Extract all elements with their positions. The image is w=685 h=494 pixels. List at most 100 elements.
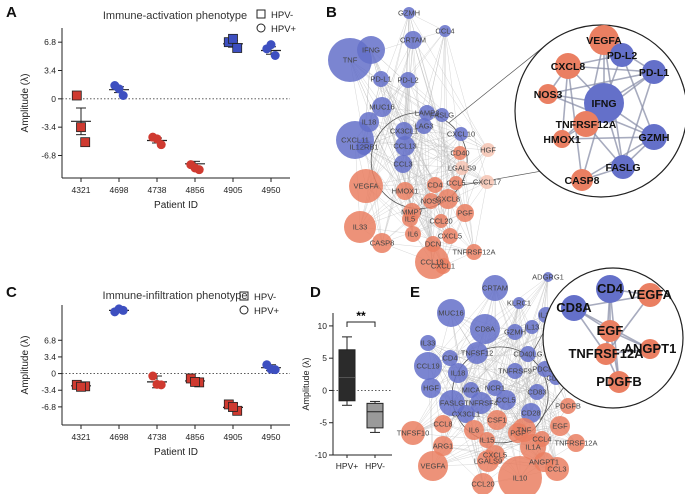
node-label: CXCL5 [483,451,507,460]
node-label: EGF [552,422,568,431]
network-edge [403,130,488,183]
network-edge [434,184,451,237]
zoom-node-label: TNFRSF12A [568,346,644,361]
x-tick-label: HPV+ [336,461,358,471]
panel-letter: A [6,4,17,21]
network-node [356,139,372,155]
network-node [434,214,448,228]
node-label: CXCL5 [438,232,462,241]
data-point [270,51,280,60]
node-label: CCL5 [446,179,465,188]
node-label: CXCL10 [447,130,475,139]
network-edge [402,163,463,169]
zoom-connector [539,386,565,421]
node-label: IL1A [525,443,540,452]
y-axis-label: Amplitude (λ) [301,357,311,410]
node-label: CD4 [427,181,442,190]
y-axis-label: Amplitude (λ) [20,74,31,133]
node-label: NCR1 [485,384,505,393]
network-node [466,244,482,260]
node-label: TNFSF12 [461,349,494,358]
network-node [454,127,468,141]
node-label: ANGPT1 [529,458,559,467]
node-label: IL18 [451,369,466,378]
node-label: CD28 [521,409,540,418]
network-node [520,434,546,460]
panel-e-network: EADGRG1CRTAMKLRC1MUC16CD8AGZMHIL13IL12CD… [397,267,684,494]
network-node [438,189,458,209]
network-edge [404,133,462,192]
node-label: IFNG [362,46,380,55]
network-node [420,335,436,351]
y-tick-label: 5 [322,353,327,363]
network-node [507,324,523,340]
zoom-node-label: FASLG [605,162,640,174]
chart-title: Immune-activation phenotype [103,10,247,22]
zoom-node-label: TNFRSF12A [556,119,617,131]
zoom-edge [622,71,655,168]
panel-letter: B [326,4,337,21]
data-point [114,84,124,94]
network-edge [412,39,489,151]
network-node [487,410,507,430]
node-label: NOS3 [421,197,441,206]
network-edge [412,326,533,434]
node-label: KLRC1 [507,299,531,308]
network-edge [427,342,557,379]
node-label: CD40LG [513,350,542,359]
node-label: CX3CL1 [452,410,480,419]
network-edge [412,233,475,253]
zoom-node [561,295,587,321]
network-edge [531,276,549,328]
network-node [328,38,372,82]
zoom-node-label: IFNG [591,98,616,110]
zoom-edge [567,65,655,73]
y-tick-label: 0 [51,369,56,379]
network-edge [403,130,462,135]
panel-d: D 10 5 0 -5 -10 Amplitude (λ) HPV+ HPV- ** [301,284,392,471]
network-node [455,161,469,175]
node-label: CCL4 [532,435,551,444]
panel-c: C Immune-infiltration phenotype 6.8 3.4 0 -3.… [6,284,290,458]
node-label: CX3CL1 [390,127,418,136]
data-point [76,381,86,392]
node-label: CXCL8 [436,195,460,204]
network-node [480,175,494,189]
y-tick-label: -3.4 [41,122,56,132]
zoom-node [589,25,619,55]
network-node [513,297,525,309]
network-node [435,258,451,274]
zoom-node-label: CD8A [556,300,592,315]
zoom-node-label: EGF [597,323,624,338]
zoom-node-label: ANGPT1 [624,341,677,356]
node-label: IL33 [353,223,368,232]
y-tick-label: 0 [322,385,327,395]
zoom-node-label: PD-L2 [607,50,637,62]
zoom-node [599,320,621,342]
panel-letter: C [6,284,17,301]
node-label: CCL8 [433,420,452,429]
y-tick-label: 6.8 [44,37,56,47]
network-node [464,420,484,440]
network-node [525,320,539,334]
network-node [545,457,569,481]
zoom-node-label: PD-L1 [639,67,669,79]
network-node [349,169,383,203]
zoom-edge [561,136,655,140]
node-label: TNFRSF4 [464,399,498,408]
zoom-node-label: PDGFB [596,374,642,389]
network-node [448,363,468,383]
zoom-node-label: VEGFA [628,287,673,302]
node-label: IL13 [525,323,540,332]
network-node [372,97,392,117]
network-edge [450,312,484,485]
node-label: HMOX1 [392,187,419,196]
y-tick-label: 3.4 [44,352,56,362]
data-point [152,134,162,144]
node-label: VEGFA [353,182,378,191]
node-label: MUC16 [369,103,394,112]
zoom-node [610,43,634,67]
network-node [520,346,536,362]
node-label: PDGFB [555,402,581,411]
